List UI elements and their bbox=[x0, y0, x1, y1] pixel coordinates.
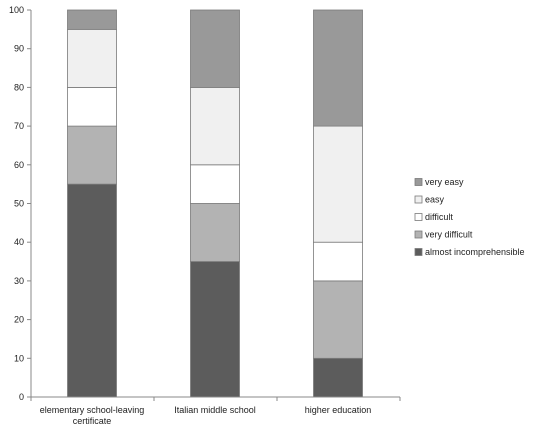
x-tick-label: higher education bbox=[305, 405, 372, 415]
y-tick-label: 90 bbox=[14, 44, 24, 54]
bar-segment bbox=[313, 357, 363, 398]
bar-segment bbox=[67, 183, 117, 398]
y-tick-label: 30 bbox=[14, 276, 24, 286]
x-tick-label: Italian middle school bbox=[174, 405, 256, 415]
bar-segment bbox=[190, 261, 240, 398]
y-tick-label: 80 bbox=[14, 82, 24, 92]
bar-segment bbox=[67, 9, 117, 30]
legend-swatch bbox=[414, 230, 423, 239]
bar-segment bbox=[67, 125, 117, 185]
legend-swatch bbox=[414, 213, 423, 221]
y-tick-label: 50 bbox=[14, 199, 24, 209]
x-tick-label: elementary school-leaving bbox=[40, 405, 145, 415]
legend-swatch bbox=[414, 195, 423, 204]
bar-segment bbox=[313, 9, 363, 127]
legend-swatch bbox=[414, 248, 423, 256]
bar-segment bbox=[313, 280, 363, 359]
legend-label: almost incomprehensible bbox=[425, 247, 525, 257]
bars bbox=[67, 9, 363, 398]
legend-label: difficult bbox=[425, 212, 453, 222]
bar-segment bbox=[190, 87, 240, 166]
bar-segment bbox=[313, 125, 363, 243]
y-tick-label: 100 bbox=[9, 5, 24, 15]
legend-swatch bbox=[414, 178, 423, 186]
y-tick-label: 60 bbox=[14, 160, 24, 170]
bar-segment bbox=[190, 164, 240, 204]
y-tick-label: 0 bbox=[19, 392, 24, 402]
y-axis: 0 10 20 30 40 50 60 70 80 90 100 bbox=[9, 5, 32, 402]
bar-segment bbox=[313, 241, 363, 282]
bar-segment bbox=[67, 28, 117, 88]
legend: very easy easy difficult very difficult almo… bbox=[414, 177, 525, 257]
legend-label: very difficult bbox=[425, 230, 473, 240]
y-tick-label: 40 bbox=[14, 237, 24, 247]
y-tick-label: 20 bbox=[14, 315, 24, 325]
x-tick-label: certificate bbox=[73, 416, 112, 426]
legend-label: very easy bbox=[425, 177, 464, 187]
bar-segment bbox=[67, 87, 117, 127]
bar-segment bbox=[190, 203, 240, 262]
bar-segment bbox=[190, 9, 240, 88]
y-tick-label: 70 bbox=[14, 121, 24, 131]
y-tick-label: 10 bbox=[14, 353, 24, 363]
legend-label: easy bbox=[425, 195, 445, 205]
